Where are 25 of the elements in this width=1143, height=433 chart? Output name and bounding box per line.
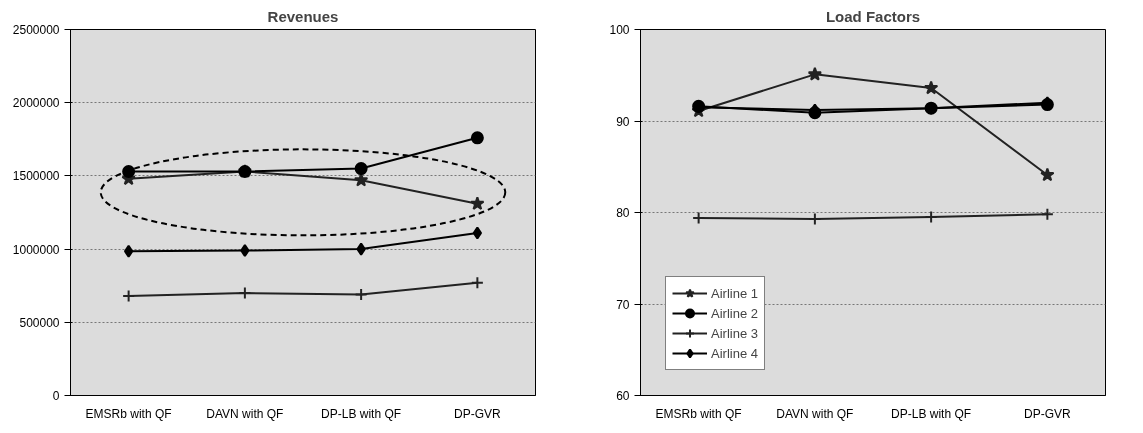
y-tick-label: 70 bbox=[616, 297, 630, 312]
y-tick-label: 0 bbox=[52, 389, 60, 403]
chart-title: Revenues bbox=[267, 7, 339, 25]
legend-label: Airline 3 bbox=[711, 325, 758, 341]
x-tick-label: DP-LB with QF bbox=[321, 406, 402, 421]
legend-label: Airline 4 bbox=[711, 345, 758, 361]
x-tick-label: EMSRb with QF bbox=[85, 406, 172, 421]
x-tick-label: DP-LB with QF bbox=[891, 406, 972, 421]
y-tick-label: 2500000 bbox=[12, 23, 60, 37]
x-tick-label: EMSRb with QF bbox=[655, 406, 742, 421]
y-tick-label: 100 bbox=[609, 23, 630, 37]
x-tick-label: DP-GVR bbox=[454, 406, 502, 421]
x-tick-label: DAVN with QF bbox=[776, 406, 854, 421]
y-tick-label: 80 bbox=[616, 206, 630, 220]
y-tick-label: 1000000 bbox=[12, 242, 60, 257]
legend-label: Airline 1 bbox=[711, 285, 758, 301]
y-tick-label: 500000 bbox=[19, 315, 60, 330]
y-tick-label: 60 bbox=[616, 389, 630, 403]
chart-title: Load Factors bbox=[825, 7, 921, 25]
y-tick-label: 1500000 bbox=[12, 169, 60, 184]
y-tick-label: 90 bbox=[616, 114, 630, 129]
x-tick-label: DAVN with QF bbox=[206, 406, 284, 421]
legend-label: Airline 2 bbox=[711, 305, 758, 321]
x-tick-label: DP-GVR bbox=[1024, 406, 1072, 421]
y-tick-label: 2000000 bbox=[12, 96, 60, 111]
